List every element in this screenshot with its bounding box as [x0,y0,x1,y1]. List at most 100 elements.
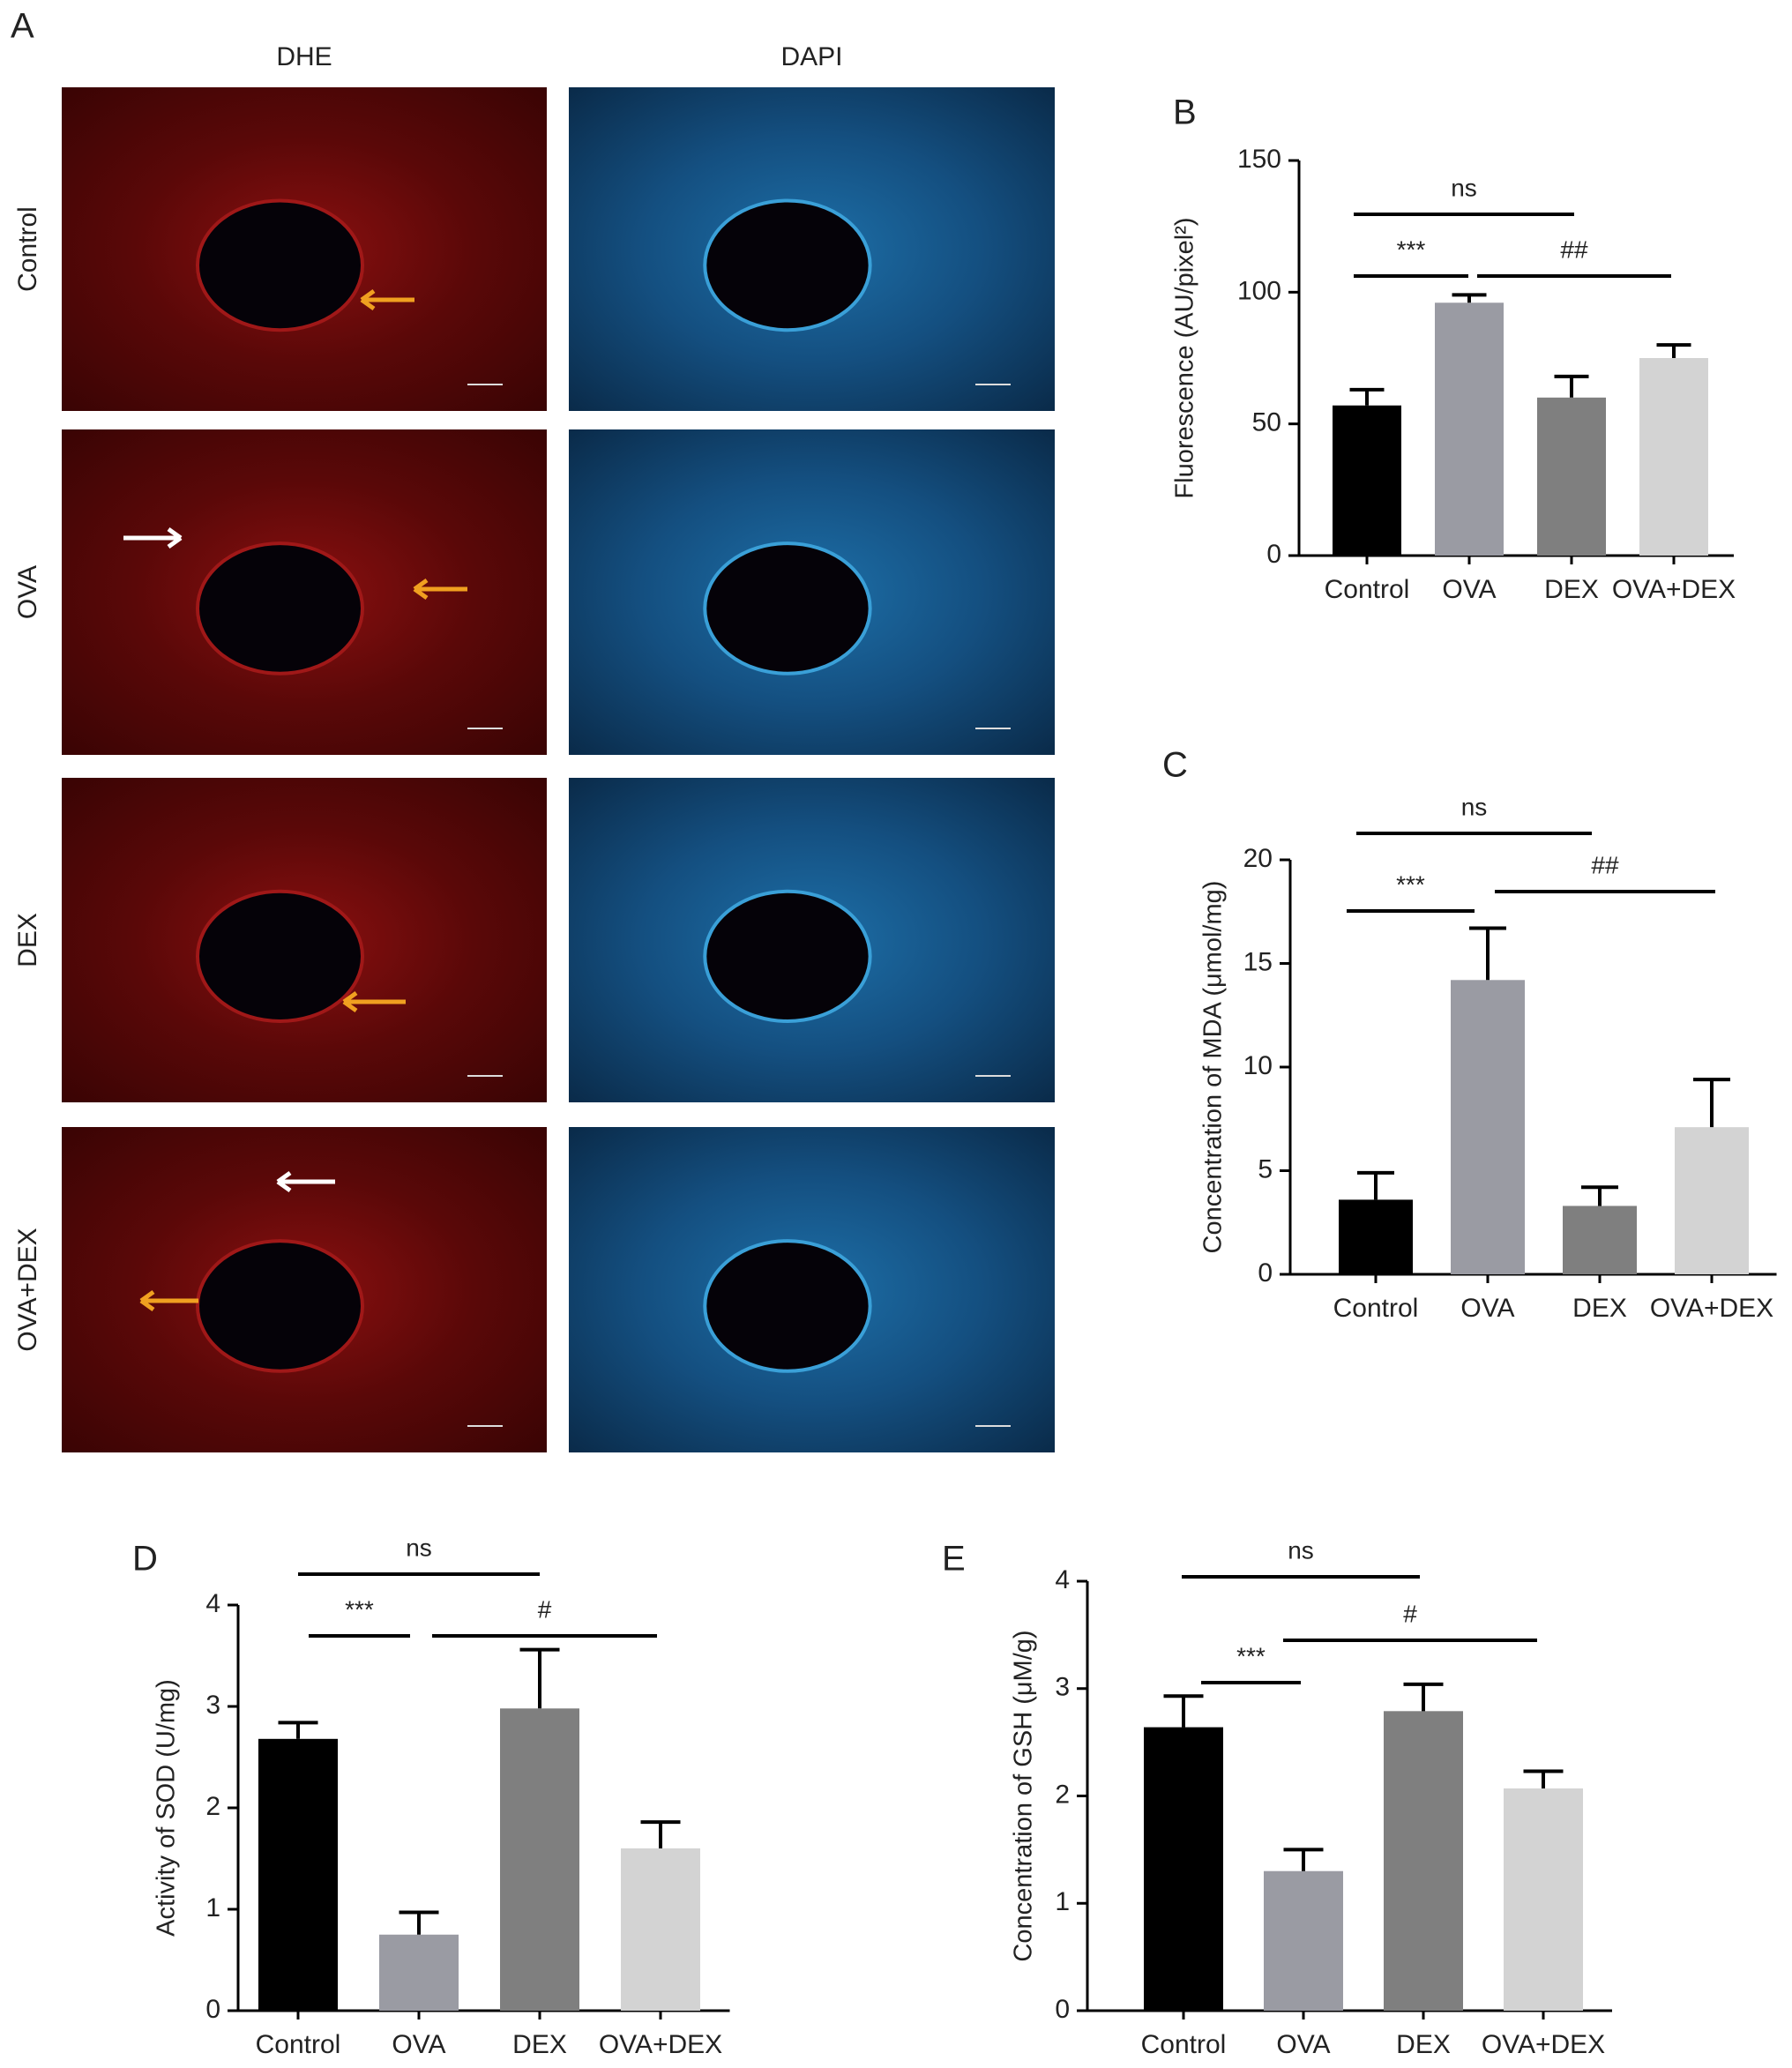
y-axis-label: Concentration of GSH (μM/g) [1010,1630,1038,1961]
x-tick-label: DEX [1396,2030,1451,2059]
significance-label: # [538,1595,552,1623]
significance-label: *** [1396,870,1425,898]
error-bar [519,1647,560,1709]
airway [703,198,872,332]
y-tick-label: 2 [1055,1780,1070,1809]
y-tick-label: 15 [1243,947,1273,976]
error-bar [1693,1078,1730,1128]
arrow-head [360,288,376,311]
y-tick-label: 1 [1055,1887,1070,1916]
y-tick-label: 5 [1258,1154,1273,1183]
x-tick-label: OVA+DEX [1482,2030,1605,2059]
bar [621,1848,700,2011]
y-tick-label: 150 [1237,145,1281,174]
airway [703,889,872,1024]
arrow-head [167,526,183,549]
y-tick-label: 10 [1243,1051,1273,1080]
bar [1144,1727,1223,2011]
bar [379,1934,459,2011]
bar [1504,1788,1583,2011]
arrow-head [342,990,358,1013]
bar [1333,405,1401,556]
y-tick-label: 20 [1243,844,1273,873]
y-tick-label: 4 [1055,1565,1070,1594]
arrow-head [276,1170,292,1193]
error-bar [1523,1769,1564,1788]
x-tick-label: OVA [1460,1294,1514,1323]
micrographs [62,87,1055,1452]
y-axis-label: Activity of SOD (U/mg) [153,1679,181,1937]
y-tick-label: 4 [205,1589,220,1618]
airway [196,1239,364,1373]
row-label: DEX [13,913,42,967]
row-label: Control [13,206,42,292]
airway [703,1239,872,1373]
y-tick-label: 2 [205,1792,220,1821]
y-tick-label: 3 [205,1691,220,1720]
error-bar [399,1910,439,1935]
significance-label: *** [1236,1642,1266,1669]
bar [1384,1711,1463,2011]
bar [1563,1206,1637,1274]
x-tick-label: DEX [1544,575,1599,604]
bar [500,1708,579,2011]
airway [196,889,364,1024]
panel-label: B [1173,93,1197,132]
x-tick-label: Control [1325,575,1410,604]
bar [1435,302,1504,556]
row-label: OVA+DEX [13,1228,42,1351]
airway [703,541,872,676]
bar [1264,1870,1343,2011]
significance-label: # [1403,1600,1417,1627]
significance-label: ## [1560,235,1588,263]
row-label: OVA [13,565,42,619]
significance-label: ## [1591,851,1619,878]
panel-label: D [132,1540,158,1579]
x-tick-label: OVA+DEX [599,2030,722,2059]
column-label: DHE [276,42,332,71]
y-tick-label: 0 [205,1995,220,2024]
x-tick-label: Control [1141,2030,1227,2059]
error-bar [1469,926,1506,981]
x-tick-label: DEX [512,2030,567,2059]
y-tick-label: 3 [1055,1673,1070,1702]
error-bar [1349,387,1385,406]
x-tick-label: OVA+DEX [1650,1294,1773,1323]
airway [196,198,364,332]
error-bar [1554,374,1589,398]
significance-label: ns [1451,174,1477,201]
significance-label: *** [1397,235,1426,263]
column-label: DAPI [780,42,842,71]
bar [1639,358,1708,556]
error-bar [1452,293,1487,303]
error-bar [1163,1694,1204,1728]
bar [1675,1127,1749,1274]
x-tick-label: OVA [1276,2030,1330,2059]
panel-label: C [1162,746,1188,785]
x-tick-label: Control [256,2030,341,2059]
error-bar [1403,1682,1444,1712]
error-bar [278,1721,318,1739]
error-bar [1581,1185,1618,1206]
error-bar [1357,1170,1394,1200]
panel-label: E [942,1540,966,1579]
y-tick-label: 1 [205,1893,220,1922]
x-tick-label: OVA [392,2030,445,2059]
significance-label: ns [1288,1536,1314,1564]
error-bar [1656,343,1691,358]
bar [1339,1199,1413,1274]
x-tick-label: Control [1333,1294,1419,1323]
y-tick-label: 0 [1266,540,1281,569]
bar [258,1738,338,2011]
error-bar [1283,1848,1324,1871]
bar [1451,980,1525,1274]
airway [196,541,364,676]
y-tick-label: 50 [1252,408,1281,437]
panel-label: A [11,7,34,46]
y-tick-label: 0 [1258,1258,1273,1288]
significance-label: *** [345,1595,374,1623]
x-tick-label: OVA+DEX [1612,575,1736,604]
y-axis-label: Concentration of MDA (μmol/mg) [1199,881,1228,1254]
